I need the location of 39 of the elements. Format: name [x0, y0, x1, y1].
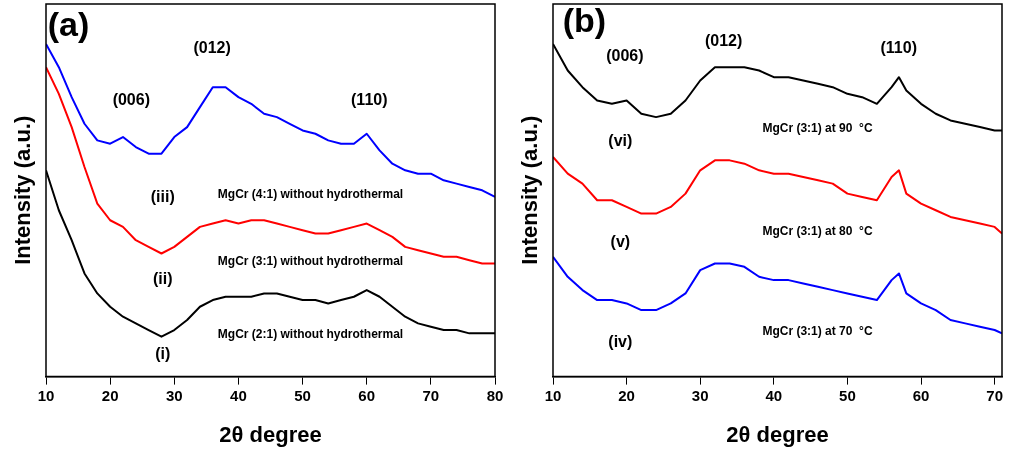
x-tick-label: 10: [544, 386, 562, 404]
annotation: (ii): [152, 270, 173, 288]
x-tick-label: 70: [422, 386, 440, 404]
annotation: (110): [880, 39, 917, 57]
text: (a): [47, 4, 90, 43]
x-tick-label: 80: [486, 386, 504, 404]
annotation: (012): [193, 39, 231, 57]
annotation: (v): [610, 232, 631, 250]
x-tick-label: 20: [101, 386, 119, 404]
x-tick-label: 30: [691, 386, 709, 404]
series-label: MgCr (3:1) at 70 °C: [762, 323, 873, 338]
series-label: MgCr (3:1) without hydrothermal: [217, 253, 404, 268]
y-axis-title: Intensity (a.u.): [517, 115, 543, 265]
x-axis-title: 2θ degree: [726, 421, 829, 447]
x-tick-label: 40: [765, 386, 783, 404]
x-tick-label: 70: [986, 386, 1003, 404]
x-tick-label: 50: [294, 386, 311, 404]
annotation: (iii): [150, 188, 175, 206]
x-tick-label: 50: [839, 386, 856, 404]
annotation: (i): [155, 344, 171, 362]
x-tick-label: 30: [165, 386, 183, 404]
series-label: MgCr (4:1) without hydrothermal: [217, 187, 404, 202]
text: (b): [562, 1, 607, 40]
x-tick-label: 60: [358, 386, 376, 404]
y-axis-title: Intensity (a.u.): [10, 115, 36, 265]
series-label: MgCr (3:1) at 90 °C: [762, 120, 873, 135]
x-tick-label: 20: [618, 386, 635, 404]
annotation: (006): [112, 91, 150, 109]
annotation: (006): [606, 46, 644, 64]
x-axis-title: 2θ degree: [219, 421, 322, 447]
annotation: (110): [351, 91, 388, 109]
series-label: MgCr (3:1) at 80 °C: [762, 223, 873, 238]
x-tick-label: 10: [37, 386, 55, 404]
x-tick-label: 40: [230, 386, 247, 404]
series-label: MgCr (2:1) without hydrothermal: [217, 326, 404, 341]
annotation: (iv): [608, 333, 633, 351]
annotation: (vi): [608, 132, 633, 150]
annotation: (012): [704, 31, 743, 49]
x-tick-label: 60: [912, 386, 930, 404]
